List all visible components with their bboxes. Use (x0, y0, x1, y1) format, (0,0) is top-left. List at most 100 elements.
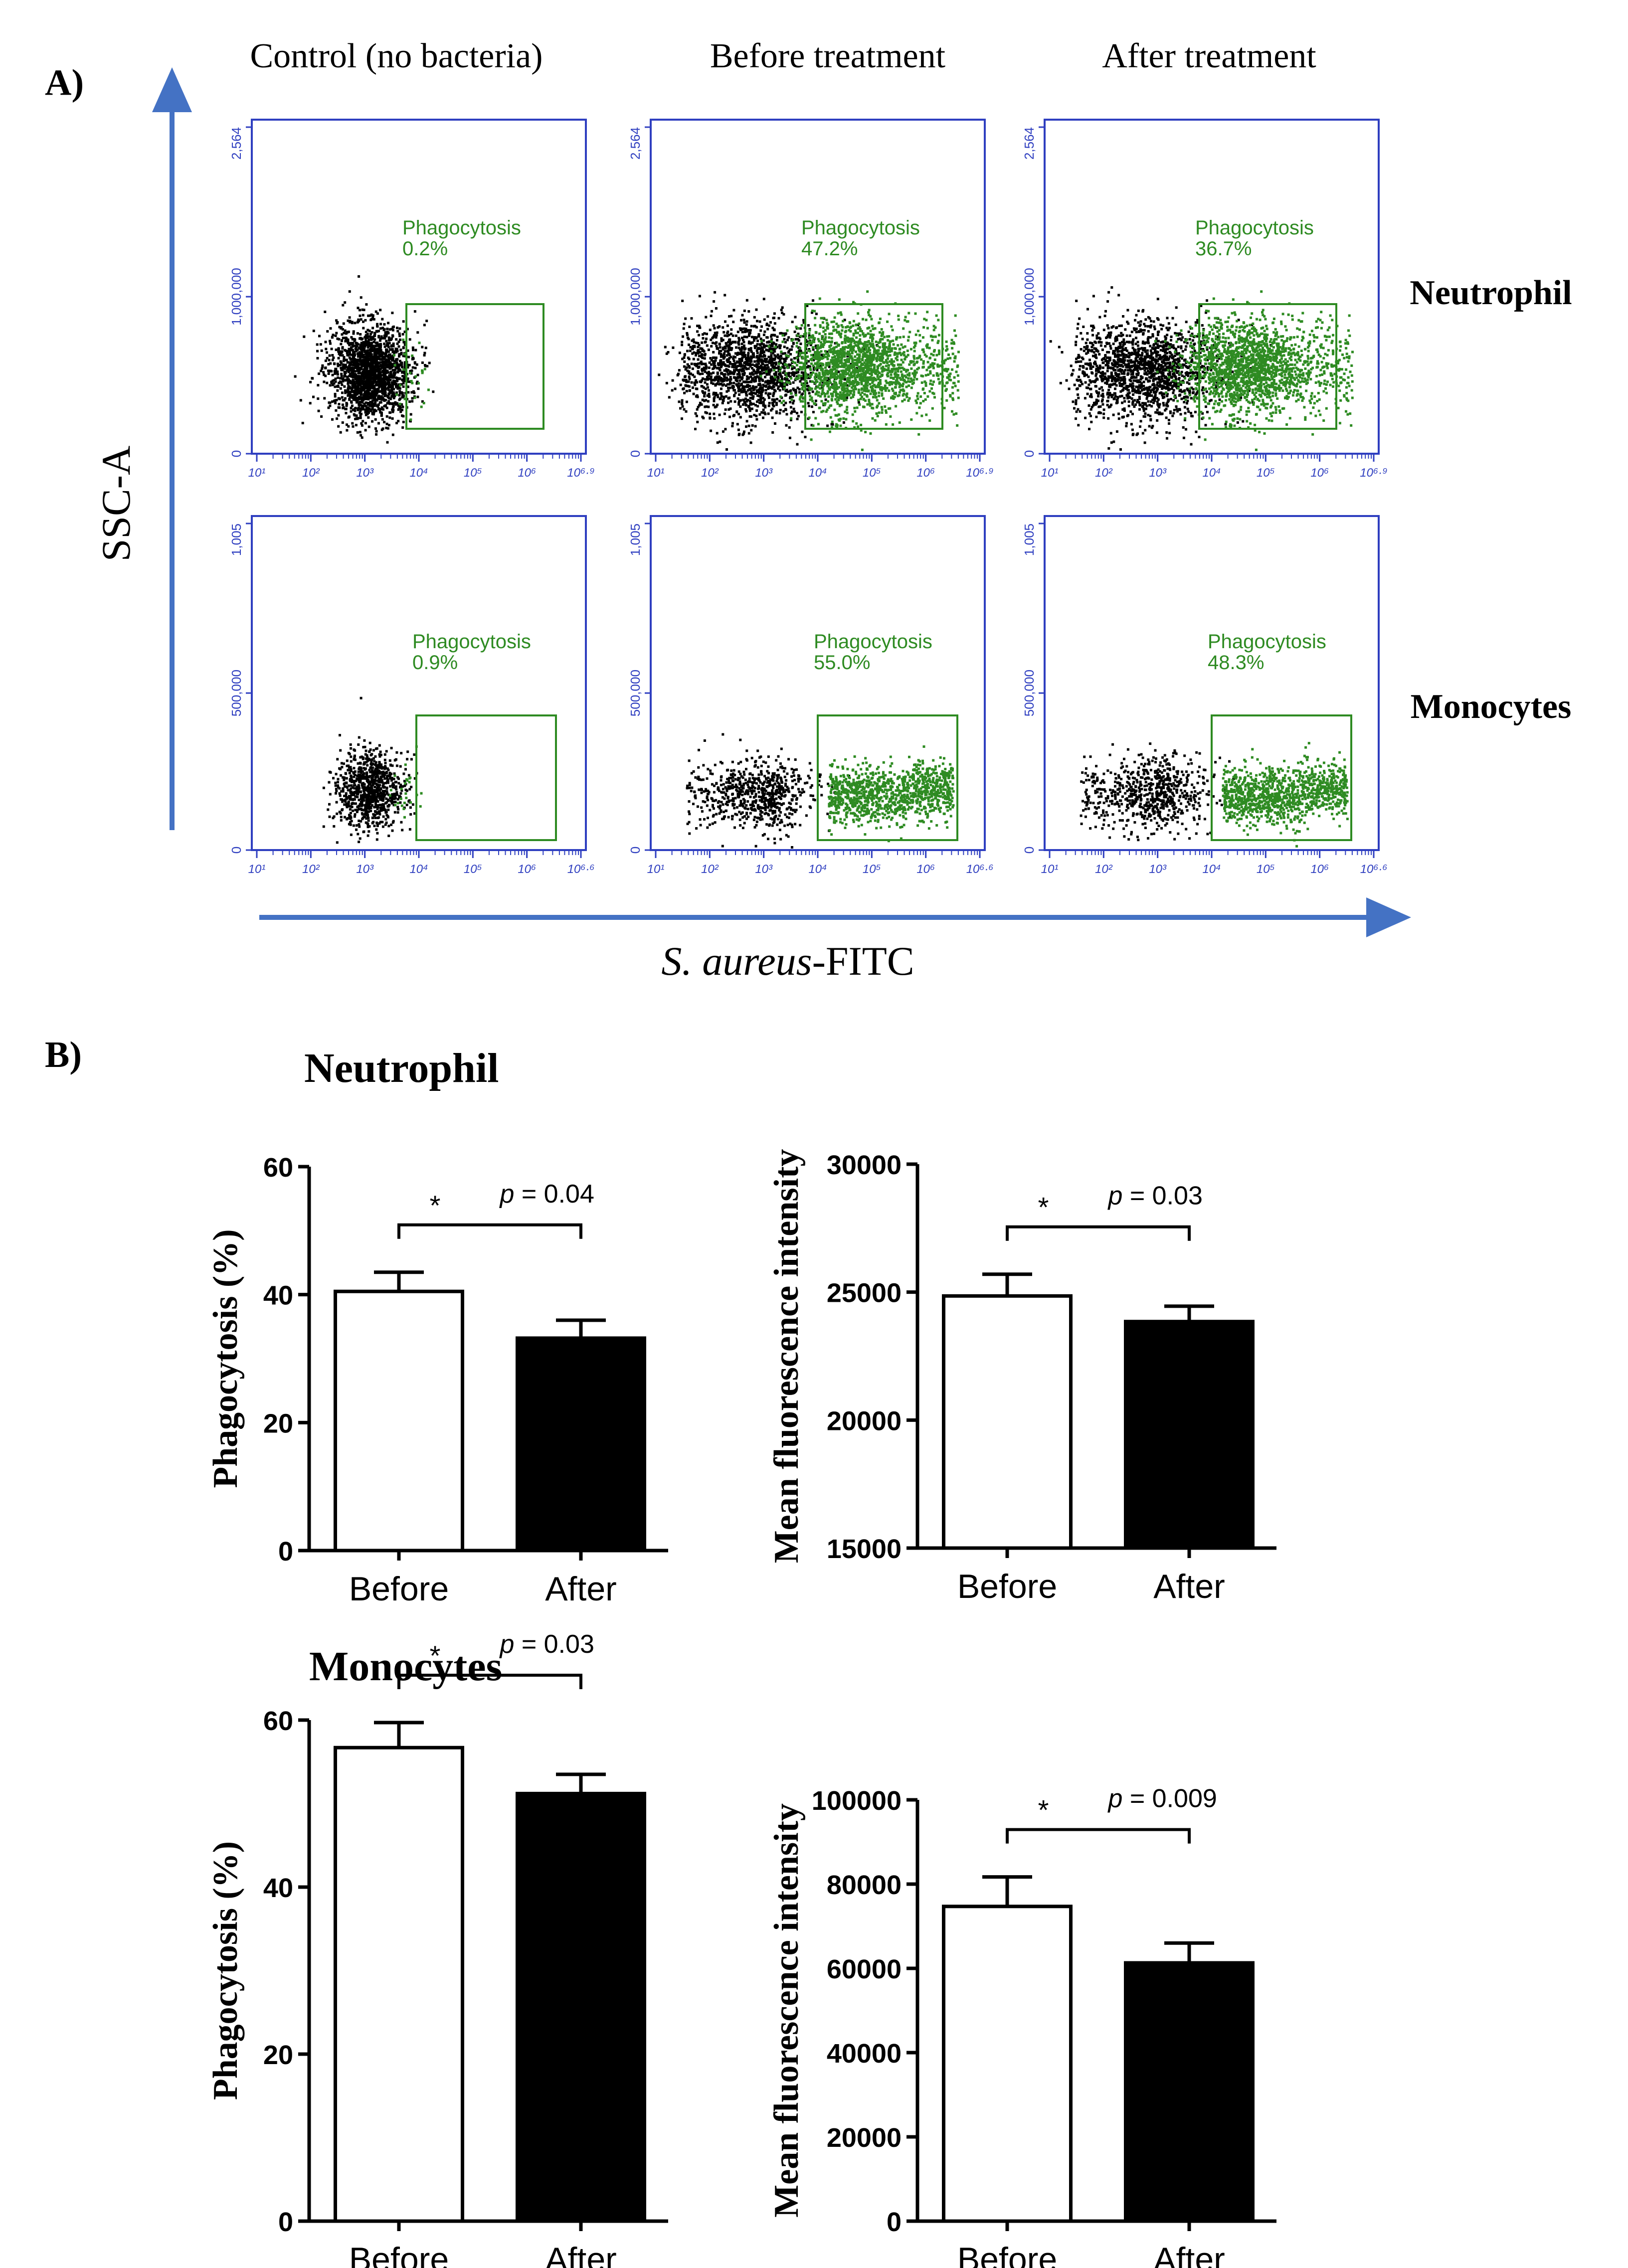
event-dot (738, 348, 741, 351)
event-dot (423, 351, 426, 354)
event-dot (764, 368, 767, 371)
event-dot (381, 355, 384, 358)
event-dot (391, 348, 394, 351)
event-dot (320, 369, 323, 372)
event-dot (337, 350, 340, 353)
event-dot (714, 359, 717, 362)
event-dot (767, 355, 770, 358)
gated-event-dot (834, 350, 836, 353)
event-dot (381, 418, 384, 421)
event-dot (339, 387, 342, 390)
event-dot (809, 344, 812, 347)
event-dot (793, 371, 796, 374)
event-dot (791, 345, 794, 348)
event-dot (784, 358, 787, 361)
event-dot (684, 317, 687, 320)
event-dot (375, 349, 377, 352)
event-dot (737, 412, 740, 415)
gated-event-dot (930, 335, 933, 338)
gated-event-dot (876, 375, 879, 378)
event-dot (371, 338, 374, 340)
event-dot (759, 343, 761, 346)
event-dot (679, 383, 682, 386)
event-dot (742, 369, 745, 372)
event-dot (361, 424, 363, 427)
event-dot (683, 408, 686, 411)
event-dot (375, 433, 378, 436)
event-dot (704, 387, 707, 390)
gated-event-dot (888, 383, 891, 386)
gated-event-dot (879, 388, 882, 391)
gated-event-dot (947, 353, 950, 356)
gated-event-dot (843, 352, 846, 355)
event-dot (768, 349, 771, 352)
panel-a-label: A) (45, 62, 84, 103)
event-dot (326, 351, 328, 354)
event-dot (376, 351, 379, 354)
gated-event-dot (835, 383, 838, 386)
event-dot (776, 353, 779, 356)
gated-event-dot (841, 383, 844, 386)
event-dot (356, 381, 359, 384)
event-dot (758, 387, 761, 390)
event-dot (723, 352, 725, 355)
event-dot (781, 385, 784, 388)
event-dot (368, 393, 371, 395)
event-dot (696, 394, 699, 397)
gated-event-dot (888, 343, 891, 346)
event-dot (671, 379, 674, 382)
event-dot (337, 397, 340, 400)
event-dot (696, 395, 699, 398)
event-dot (344, 397, 347, 400)
gated-event-dot (852, 395, 855, 398)
event-dot (736, 373, 739, 376)
event-dot (732, 376, 735, 379)
event-dot (369, 409, 372, 412)
event-dot (798, 349, 801, 352)
event-dot (691, 386, 694, 389)
gated-event-dot (949, 394, 952, 397)
event-dot (406, 385, 409, 388)
event-dot (334, 367, 337, 370)
gated-event-dot (914, 312, 917, 315)
event-dot (737, 369, 740, 372)
event-dot (370, 338, 373, 341)
gated-event-dot (817, 347, 820, 350)
gated-event-dot (819, 381, 822, 384)
event-dot (713, 397, 716, 400)
event-dot (695, 354, 698, 356)
gated-event-dot (841, 348, 844, 351)
event-dot (752, 395, 755, 398)
gated-event-dot (848, 364, 851, 367)
gated-event-dot (781, 334, 784, 337)
gated-event-dot (855, 332, 858, 335)
event-dot (383, 343, 386, 346)
gated-event-dot (854, 387, 857, 390)
event-dot (346, 331, 349, 334)
gated-event-dot (891, 347, 894, 350)
event-dot (356, 352, 359, 355)
gated-event-dot (843, 387, 846, 390)
event-dot (718, 377, 721, 380)
event-dot (351, 422, 354, 425)
event-dot (748, 372, 751, 375)
gated-event-dot (852, 388, 855, 391)
gated-event-dot (890, 325, 893, 328)
event-dot (358, 275, 361, 278)
event-dot (743, 321, 746, 324)
gated-event-dot (925, 319, 928, 322)
event-dot (718, 383, 721, 386)
event-dot (324, 341, 327, 344)
gated-event-dot (884, 349, 887, 351)
event-dot (703, 399, 706, 402)
event-dot (734, 362, 737, 365)
event-dot (338, 338, 341, 341)
event-dot (756, 320, 758, 323)
event-dot (784, 341, 787, 344)
event-dot (770, 334, 773, 337)
event-dot (729, 382, 732, 385)
event-dot (387, 365, 389, 368)
gated-event-dot (878, 371, 881, 374)
event-dot (765, 357, 768, 360)
event-dot (369, 367, 372, 370)
